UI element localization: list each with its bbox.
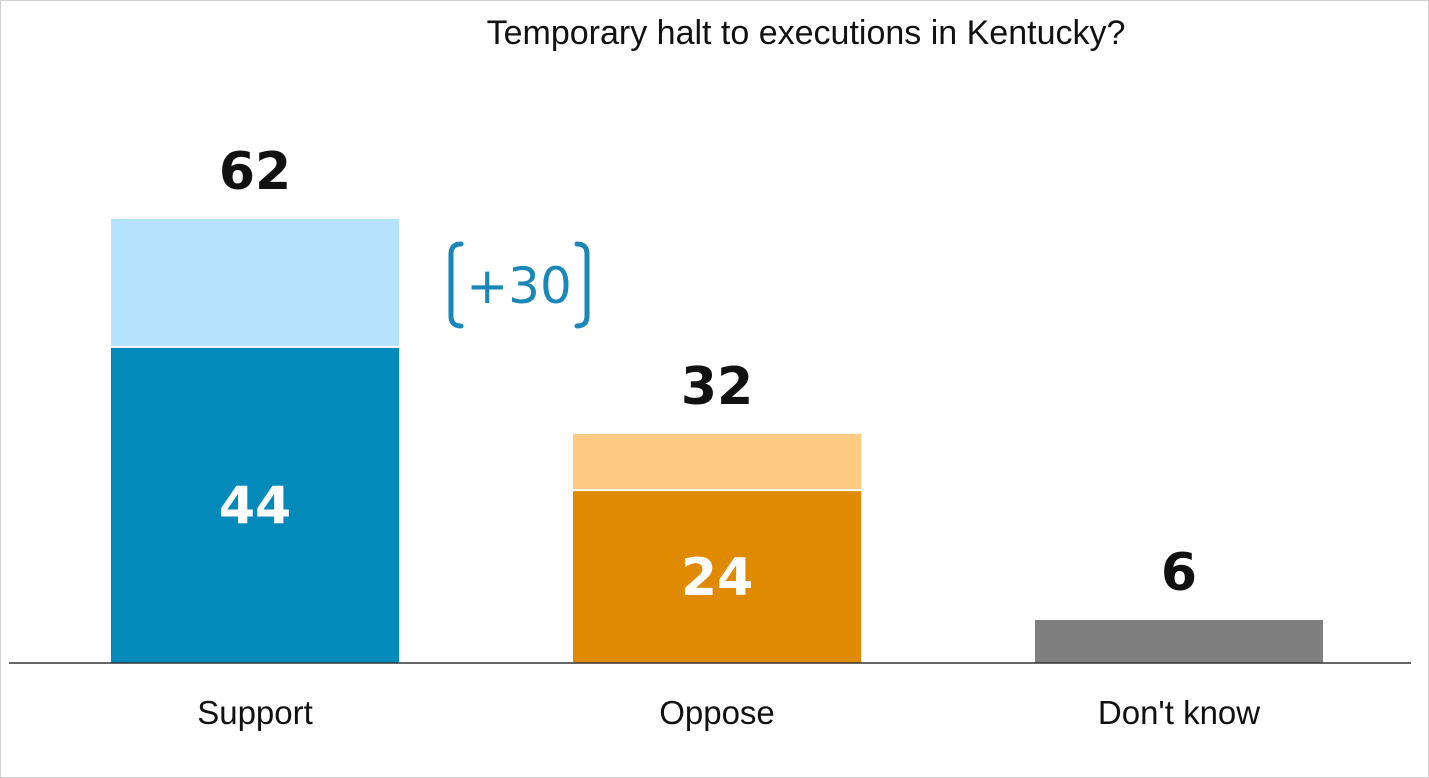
bar-oppose-lean	[573, 433, 861, 490]
bar-oppose-base	[573, 491, 861, 663]
bar-support-lean	[111, 219, 399, 346]
category-label-oppose: Oppose	[659, 694, 775, 731]
category-label-dont-know: Don't know	[1098, 694, 1260, 731]
bar-support-base	[111, 347, 399, 663]
bar-dont-know-base	[1035, 620, 1323, 663]
category-label-support: Support	[197, 694, 313, 731]
total-label-support: 62	[219, 142, 291, 202]
chart-title: Temporary halt to executions in Kentucky…	[487, 14, 1126, 52]
total-label-oppose: 32	[681, 357, 753, 417]
annotation-right-bracket	[574, 241, 590, 329]
annotation-left-bracket	[448, 241, 464, 329]
difference-label: +30	[466, 257, 572, 315]
labels-group: 62 44 Support 32 24 Oppose 6 Don't know	[197, 142, 1260, 731]
difference-annotation: +30	[448, 241, 590, 329]
total-label-dont-know: 6	[1161, 543, 1197, 603]
inner-label-support: 44	[219, 476, 291, 536]
inner-label-oppose: 24	[681, 548, 753, 608]
bars-group	[111, 219, 1323, 663]
